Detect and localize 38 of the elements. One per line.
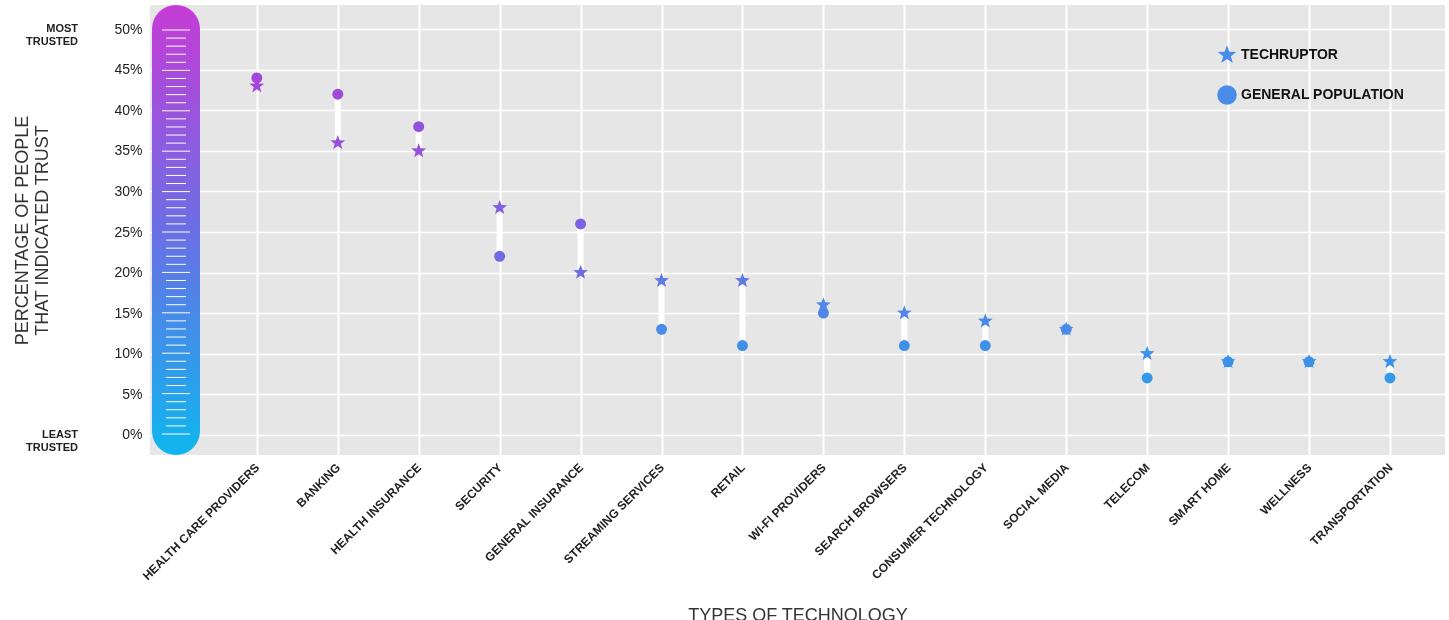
point bbox=[494, 250, 506, 262]
legend-label: TECHRUPTOR bbox=[1241, 46, 1338, 62]
y-tick-label: 30% bbox=[114, 182, 143, 199]
point bbox=[575, 218, 587, 230]
y-tick-label: 45% bbox=[114, 61, 143, 78]
text: LEAST TRUSTED bbox=[26, 427, 79, 453]
point bbox=[413, 121, 425, 133]
y-tick-label: 35% bbox=[114, 142, 143, 159]
point bbox=[977, 313, 993, 328]
y-tick-label: 15% bbox=[114, 304, 143, 321]
point bbox=[654, 272, 669, 287]
y-tick-label: 0% bbox=[122, 426, 143, 443]
y-tick-label: 40% bbox=[114, 101, 143, 118]
point bbox=[251, 72, 263, 84]
y-tick-label: 10% bbox=[114, 345, 143, 362]
y-axis-title: PERCENTAGE OF PEOPLE THAT INDICATED TRUST bbox=[12, 115, 53, 346]
point bbox=[330, 135, 346, 150]
point bbox=[817, 307, 829, 319]
text: MOST TRUSTED bbox=[26, 22, 79, 48]
legend-label: GENERAL POPULATION bbox=[1241, 86, 1404, 102]
point bbox=[492, 199, 508, 214]
point bbox=[896, 305, 912, 320]
point bbox=[1382, 354, 1398, 369]
point bbox=[1139, 345, 1155, 360]
point bbox=[736, 340, 748, 352]
point bbox=[979, 340, 991, 352]
point bbox=[1141, 372, 1153, 384]
y-tick-label: 20% bbox=[114, 264, 143, 281]
y-tick-label: 5% bbox=[122, 385, 143, 402]
point bbox=[411, 143, 427, 158]
point bbox=[1384, 372, 1396, 384]
point bbox=[332, 88, 344, 100]
point bbox=[573, 264, 588, 279]
y-tick-label: 25% bbox=[114, 223, 143, 240]
point bbox=[656, 323, 667, 335]
y-tick-label: 50% bbox=[114, 20, 143, 37]
point bbox=[735, 272, 750, 287]
point bbox=[898, 340, 910, 352]
